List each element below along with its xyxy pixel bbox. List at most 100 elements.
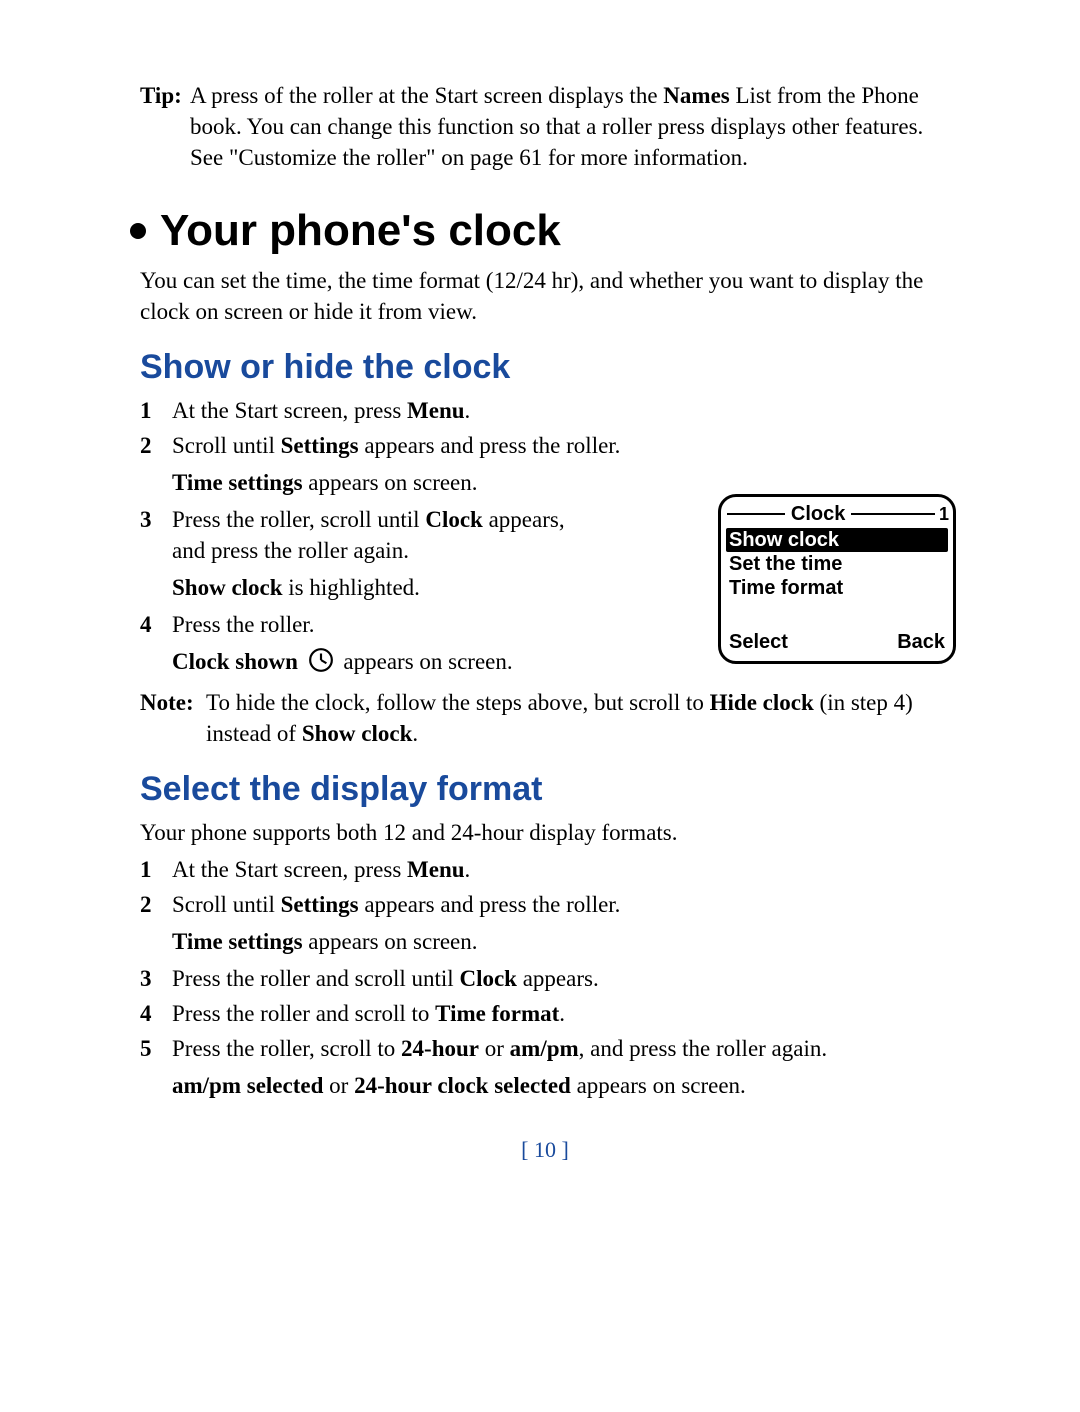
figure-wrap: Clock 1 Show clock Set the time Time for… — [130, 504, 960, 681]
divider-line — [851, 513, 935, 515]
step-body: At the Start screen, press Menu. — [172, 854, 960, 885]
screen-title-row: Clock 1 — [721, 497, 953, 528]
bold: Hide clock — [710, 690, 814, 715]
bold: Clock — [425, 507, 483, 532]
phone-screen: Clock 1 Show clock Set the time Time for… — [718, 494, 956, 664]
tip-bold-names: Names — [663, 83, 729, 108]
step-number: 1 — [140, 854, 172, 885]
tip-text: A press of the roller at the Start scree… — [190, 80, 960, 173]
text: . — [412, 721, 418, 746]
bold: Time format — [435, 1001, 559, 1026]
text: . — [465, 398, 471, 423]
step-body: Press the roller and scroll to Time form… — [172, 998, 960, 1029]
bold: 24-hour clock selected — [354, 1073, 571, 1098]
h1-row: Your phone's clock — [130, 201, 960, 260]
step-number: 3 — [140, 504, 172, 566]
manual-page: Tip: A press of the roller at the Start … — [0, 0, 1080, 1205]
text: At the Start screen, press — [172, 398, 407, 423]
text: is highlighted. — [283, 575, 420, 600]
s2-step1: 1 At the Start screen, press Menu. — [140, 854, 960, 885]
step-number: 4 — [140, 998, 172, 1029]
tip-label: Tip: — [140, 80, 190, 173]
text: Scroll until — [172, 433, 281, 458]
step-number: 1 — [140, 395, 172, 426]
text: Press the roller and scroll to — [172, 1001, 435, 1026]
bold: Clock — [459, 966, 517, 991]
bold: am/pm selected — [172, 1073, 323, 1098]
bold: Menu — [407, 857, 465, 882]
screen-tick: 1 — [939, 502, 949, 526]
step-number: 2 — [140, 889, 172, 920]
screen-item: Set the time — [721, 552, 953, 576]
text: appears and press the roller. — [359, 433, 621, 458]
step-number: 5 — [140, 1033, 172, 1064]
s2-step2: 2 Scroll until Settings appears and pres… — [140, 889, 960, 920]
step-body: Press the roller, scroll to 24-hour or a… — [172, 1033, 960, 1064]
text: Press the roller and scroll until — [172, 966, 459, 991]
text: appears on screen. — [571, 1073, 746, 1098]
text: or — [479, 1036, 510, 1061]
note-label: Note: — [140, 687, 206, 749]
step-body: At the Start screen, press Menu. — [172, 395, 960, 426]
step-body: Press the roller, scroll until Clock app… — [172, 504, 602, 566]
bold: Settings — [281, 433, 359, 458]
step-number: 4 — [140, 609, 172, 640]
screen-softkeys: Select Back — [721, 629, 953, 658]
tip-block: Tip: A press of the roller at the Start … — [140, 80, 960, 173]
text: . — [465, 857, 471, 882]
text: appears on screen. — [343, 649, 512, 674]
section1-heading: Show or hide the clock — [140, 345, 960, 391]
note-text: To hide the clock, follow the steps abov… — [206, 687, 960, 749]
s2-step5-sub: am/pm selected or 24-hour clock selected… — [172, 1070, 960, 1101]
h1-bullet-icon — [130, 223, 146, 239]
section2-heading: Select the display format — [140, 767, 960, 813]
s2-step4: 4 Press the roller and scroll to Time fo… — [140, 998, 960, 1029]
h1-title: Your phone's clock — [160, 201, 561, 260]
text: At the Start screen, press — [172, 857, 407, 882]
bold: 24-hour — [401, 1036, 479, 1061]
step-body: Press the roller and scroll until Clock … — [172, 963, 960, 994]
step-body: Scroll until Settings appears and press … — [172, 430, 960, 461]
bold: Show clock — [172, 575, 283, 600]
text: Press the roller, scroll until — [172, 507, 425, 532]
softkey-right: Back — [897, 629, 945, 656]
step-body: Press the roller. — [172, 609, 602, 640]
bold: Settings — [281, 892, 359, 917]
softkey-left: Select — [729, 629, 788, 656]
page-number: [ 10 ] — [130, 1135, 960, 1165]
text: . — [559, 1001, 565, 1026]
bold: Show clock — [302, 721, 413, 746]
text: appears on screen. — [303, 929, 478, 954]
s2-step2-sub: Time settings appears on screen. — [172, 926, 960, 957]
bold: Menu — [407, 398, 465, 423]
step-number: 3 — [140, 963, 172, 994]
text: Press the roller, scroll to — [172, 1036, 401, 1061]
bold: Time settings — [172, 470, 303, 495]
screen-item-selected: Show clock — [726, 528, 948, 552]
screen-item: Time format — [721, 576, 953, 600]
text: To hide the clock, follow the steps abov… — [206, 690, 710, 715]
text: appears on screen. — [303, 470, 478, 495]
section2-intro: Your phone supports both 12 and 24-hour … — [140, 817, 960, 848]
s2-step5: 5 Press the roller, scroll to 24-hour or… — [140, 1033, 960, 1064]
s1-step2: 2 Scroll until Settings appears and pres… — [140, 430, 960, 461]
s2-step3: 3 Press the roller and scroll until Cloc… — [140, 963, 960, 994]
s1-step1: 1 At the Start screen, press Menu. — [140, 395, 960, 426]
step-body: Scroll until Settings appears and press … — [172, 889, 960, 920]
clock-icon — [308, 647, 334, 681]
text: appears and press the roller. — [359, 892, 621, 917]
step-number: 2 — [140, 430, 172, 461]
bold: Time settings — [172, 929, 303, 954]
screen-title: Clock — [791, 501, 845, 528]
text: appears. — [517, 966, 599, 991]
divider-line — [727, 513, 785, 515]
text: or — [323, 1073, 354, 1098]
text: Scroll until — [172, 892, 281, 917]
h1-intro: You can set the time, the time format (1… — [140, 265, 960, 327]
s1-note: Note: To hide the clock, follow the step… — [140, 687, 960, 749]
bold: Clock shown — [172, 649, 298, 674]
tip-pre: A press of the roller at the Start scree… — [190, 83, 663, 108]
text: , and press the roller again. — [579, 1036, 827, 1061]
phone-screen-figure: Clock 1 Show clock Set the time Time for… — [718, 494, 970, 669]
bold: am/pm — [510, 1036, 579, 1061]
